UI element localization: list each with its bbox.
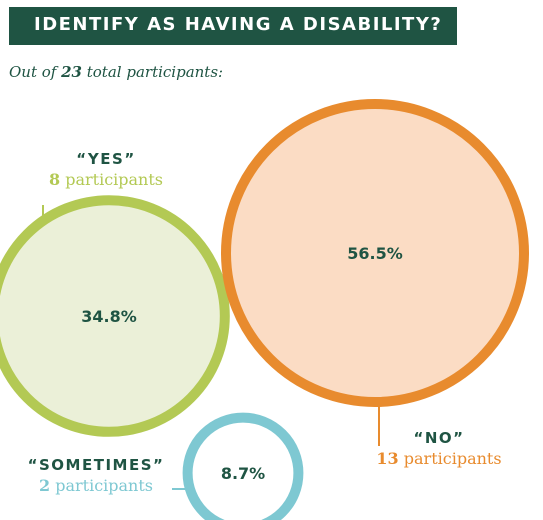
sometimes-count-label: 2 participants: [16, 476, 176, 495]
no-count-suffix: participants: [398, 449, 502, 468]
yes-category-label: “YES”: [76, 150, 136, 168]
sometimes-category-label: “SOMETIMES”: [27, 456, 165, 474]
subtitle-total: 23: [61, 63, 82, 81]
yes-count: 8: [48, 170, 61, 189]
subtitle-suffix: total participants:: [81, 63, 224, 81]
sometimes-count: 2: [38, 476, 51, 495]
title-bar: IDENTIFY AS HAVING A DISABILITY?: [9, 7, 457, 45]
yes-count-suffix: participants: [60, 170, 163, 189]
sometimes-count-suffix: participants: [50, 476, 153, 495]
no-count: 13: [376, 449, 399, 468]
no-bubble: [221, 99, 529, 407]
no-count-label: 13 participants: [352, 449, 526, 468]
subtitle-prefix: Out of: [9, 63, 62, 81]
no-category-label: “NO”: [413, 429, 465, 447]
sometimes-percent-label: 8.7%: [221, 464, 265, 483]
chart-subtitle: Out of 23 total participants:: [9, 63, 223, 81]
sometimes-label: “SOMETIMES” 2 participants: [16, 456, 176, 495]
no-label: “NO” 13 participants: [352, 429, 526, 468]
no-percent-label: 56.5%: [347, 244, 403, 263]
yes-label: “YES” 8 participants: [14, 150, 198, 189]
yes-count-label: 8 participants: [14, 170, 198, 189]
yes-bubble: [0, 195, 230, 437]
chart-title: IDENTIFY AS HAVING A DISABILITY?: [34, 14, 443, 35]
yes-percent-label: 34.8%: [81, 307, 137, 326]
sometimes-bubble: [182, 412, 304, 520]
